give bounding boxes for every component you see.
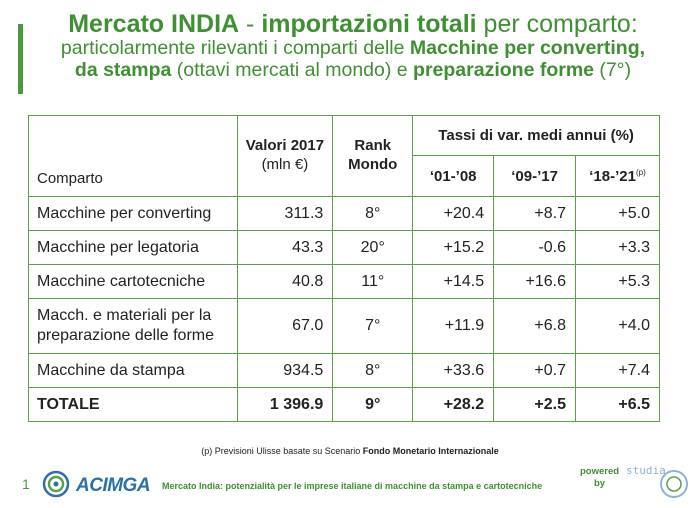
footnote: (p) Previsioni Ulisse basate su Scenario…	[201, 446, 499, 456]
cell-tasso-18-21: +4.0	[575, 298, 660, 354]
cell-comparto: TOTALE	[28, 387, 238, 422]
cell-tasso-09-17: +2.5	[493, 387, 577, 422]
page-number: 1	[22, 476, 30, 492]
table-row: Macchine cartotecniche 40.8 11° +14.5 +1…	[28, 264, 660, 299]
cell-rank: 8°	[332, 353, 414, 388]
header-rank: Rank Mondo	[332, 115, 414, 197]
header-period-18-21: ‘18-’21(p)	[575, 155, 660, 197]
cell-comparto: Macch. e materiali per la preparazione de…	[28, 298, 238, 354]
studiabo-circle-icon	[660, 470, 688, 498]
studiabo-logo: studia	[624, 462, 690, 502]
footer-caption: Mercato India: potenzialità per le impre…	[162, 481, 543, 491]
cell-tasso-18-21: +5.3	[575, 264, 660, 299]
header-tassi: Tassi di var. medi annui (%)	[412, 115, 660, 156]
cell-tasso-18-21: +3.3	[575, 230, 660, 265]
import-table: Comparto Valori 2017 (mln €) Rank Mondo Ta…	[28, 115, 660, 422]
accent-bar	[18, 24, 23, 94]
table-total-row: TOTALE 1 396.9 9° +28.2 +2.5 +6.5	[28, 387, 660, 422]
title-line-3: da stampa (ottavi mercati al mondo) e pr…	[74, 58, 632, 81]
cell-tasso-01-08: +11.9	[412, 298, 495, 354]
cell-tasso-09-17: +6.8	[493, 298, 577, 354]
cell-tasso-09-17: +0.7	[493, 353, 577, 388]
table-row: Macch. e materiali per la preparazione de…	[28, 298, 660, 354]
cell-rank: 11°	[332, 264, 414, 299]
cell-tasso-18-21: +5.0	[575, 196, 660, 231]
title-line-1: Mercato INDIA - importazioni totali per …	[68, 10, 638, 38]
cell-tasso-01-08: +15.2	[412, 230, 495, 265]
cell-comparto: Macchine per legatoria	[28, 230, 238, 265]
header-comparto: Comparto	[28, 115, 238, 197]
cell-comparto: Macchine per converting	[28, 196, 238, 231]
page-title: Mercato INDIA - importazioni totali per …	[28, 10, 678, 82]
cell-tasso-18-21: +7.4	[575, 353, 660, 388]
header-period-09-17: ‘09-’17	[493, 155, 577, 197]
cell-valore: 43.3	[236, 230, 334, 265]
cell-tasso-01-08: +20.4	[412, 196, 495, 231]
cell-rank: 20°	[332, 230, 414, 265]
cell-valore: 67.0	[236, 298, 334, 354]
cell-tasso-09-17: +16.6	[493, 264, 577, 299]
cell-valore: 311.3	[236, 196, 334, 231]
table-header-row: Comparto Valori 2017 (mln €) Rank Mondo Ta…	[28, 115, 660, 197]
cell-rank: 7°	[332, 298, 414, 354]
cell-rank: 9°	[332, 387, 414, 422]
acimga-logo-text: ACIMGA	[76, 475, 151, 496]
studiabo-logo-text: studia	[626, 464, 666, 477]
table-row: Macchine per legatoria 43.3 20° +15.2 -0…	[28, 230, 660, 265]
powered-by: powered by	[580, 466, 620, 489]
cell-tasso-01-08: +28.2	[412, 387, 495, 422]
cell-tasso-01-08: +33.6	[412, 353, 495, 388]
cell-tasso-01-08: +14.5	[412, 264, 495, 299]
cell-valore: 40.8	[236, 264, 334, 299]
header-period-01-08: ‘01-’08	[412, 155, 495, 197]
cell-tasso-09-17: +8.7	[493, 196, 577, 231]
table-subheader-row: ‘01-’08 ‘09-’17 ‘18-’21(p)	[29, 155, 660, 197]
cell-tasso-18-21: +6.5	[575, 387, 660, 422]
cell-tasso-09-17: -0.6	[493, 230, 577, 265]
cell-rank: 8°	[332, 196, 414, 231]
acimga-logo: ACIMGA	[40, 469, 151, 499]
cell-comparto: Macchine da stampa	[28, 353, 238, 388]
cell-comparto: Macchine cartotecniche	[28, 264, 238, 299]
title-line-2: particolarmente rilevanti i comparti del…	[60, 37, 646, 59]
header-valori: Valori 2017 (mln €)	[236, 115, 334, 197]
table-row: Macchine da stampa 934.5 8° +33.6 +0.7 +…	[28, 353, 660, 388]
cell-valore: 934.5	[236, 353, 334, 388]
cell-valore: 1 396.9	[236, 387, 334, 422]
acimga-swirl-icon	[42, 470, 70, 498]
table-row: Macchine per converting 311.3 8° +20.4 +…	[28, 196, 660, 231]
